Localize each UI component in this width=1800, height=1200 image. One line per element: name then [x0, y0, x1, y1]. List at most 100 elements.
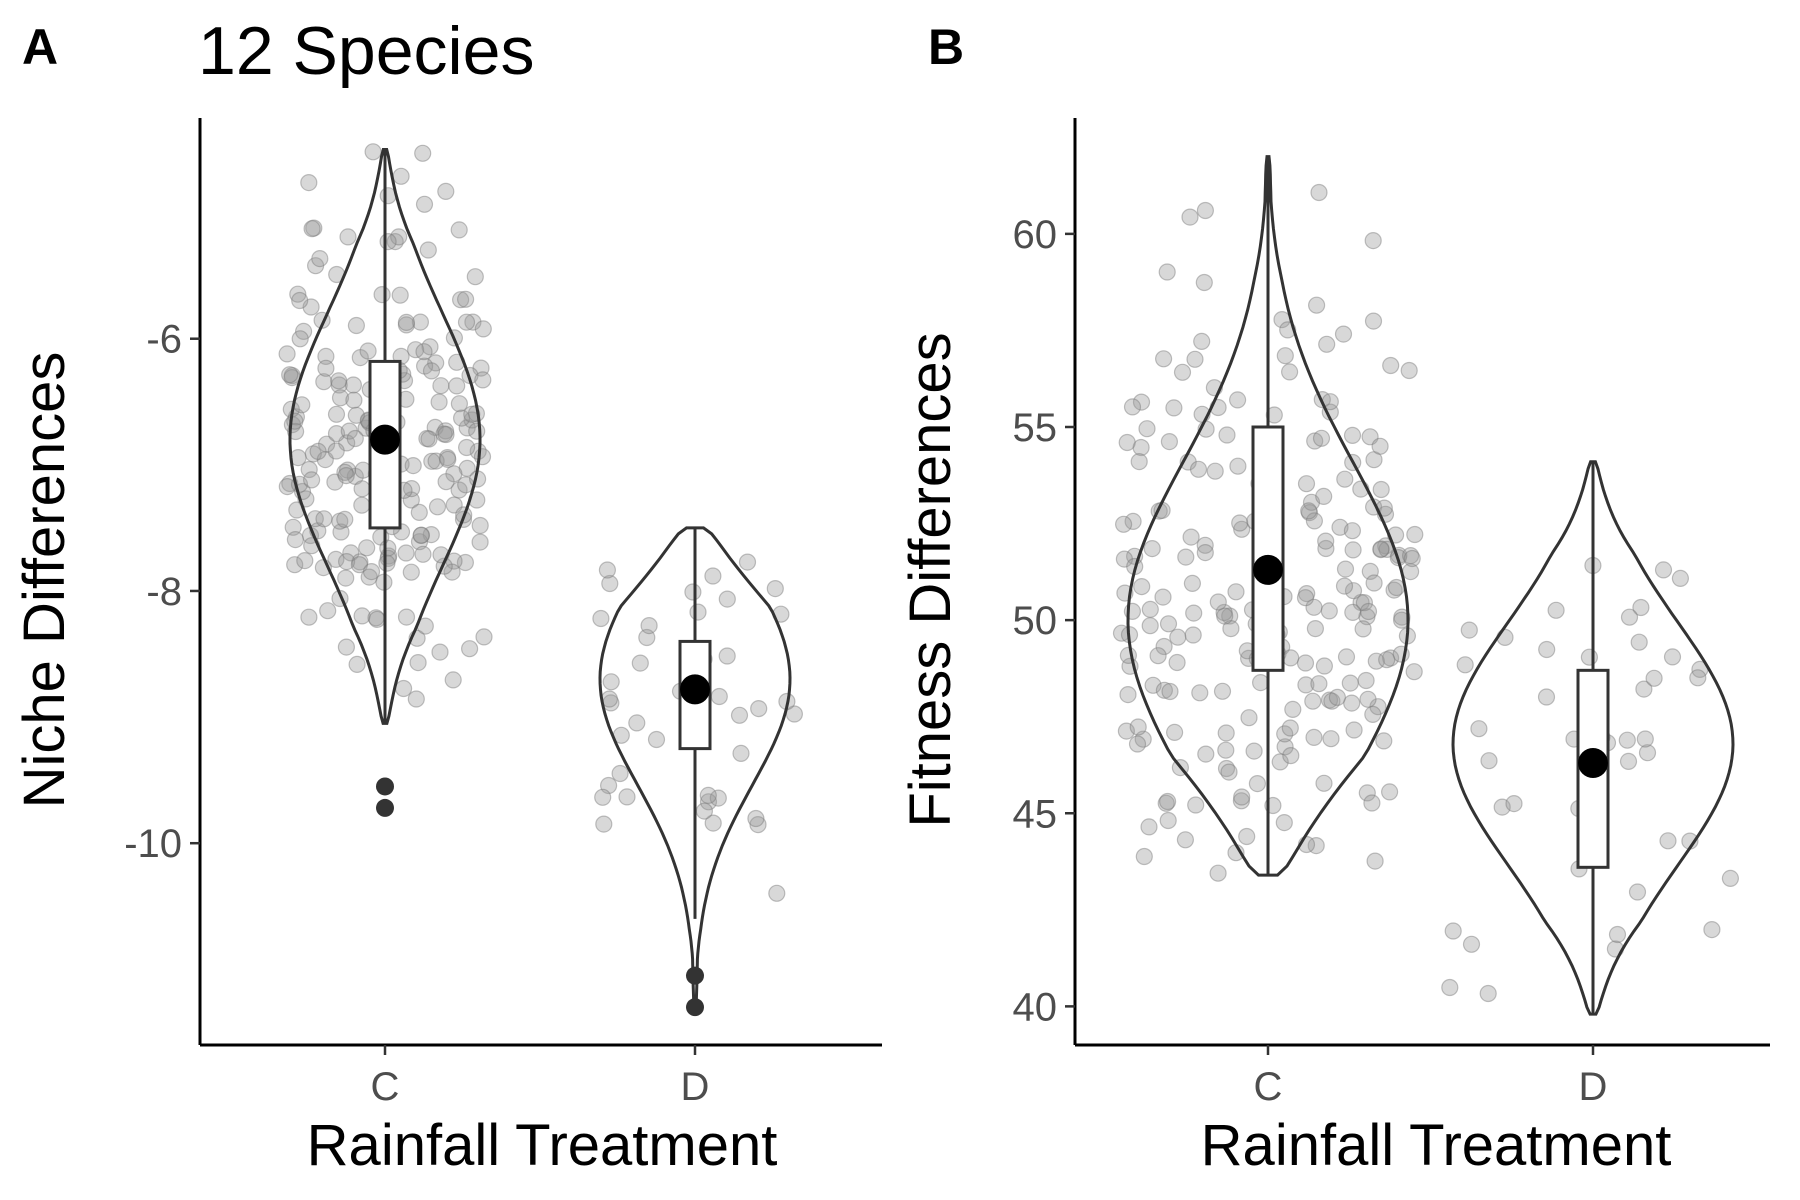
jitter-point	[415, 343, 433, 361]
jitter-point	[1177, 548, 1195, 566]
jitter-point	[1302, 493, 1321, 511]
jitter-point	[1620, 608, 1639, 626]
jitter-point	[1317, 539, 1335, 558]
jitter-point	[303, 220, 321, 238]
jitter-point	[1297, 676, 1315, 694]
jitter-point	[309, 442, 327, 460]
jitter-point	[766, 579, 784, 598]
jitter-point	[326, 473, 344, 491]
jitter-point	[1306, 619, 1325, 638]
jitter-point	[456, 553, 474, 572]
jitter-point	[402, 491, 420, 509]
panel-b-x-axis-title: Rainfall Treatment	[1201, 1113, 1672, 1178]
jitter-point	[402, 563, 420, 581]
jitter-point	[1305, 512, 1324, 530]
jitter-point	[461, 640, 479, 658]
panel-a-label: A	[22, 19, 58, 75]
jitter-point	[1300, 502, 1318, 520]
jitter-point	[444, 671, 462, 689]
jitter-point	[1307, 296, 1326, 314]
jitter-point	[437, 425, 455, 444]
jitter-point	[463, 405, 481, 423]
jitter-point	[1358, 608, 1376, 626]
jitter-point	[1128, 735, 1147, 753]
outlier-point	[376, 798, 394, 817]
jitter-point	[1161, 682, 1179, 701]
jitter-point	[327, 425, 346, 443]
jitter-point	[410, 533, 429, 551]
jitter-point	[631, 654, 649, 672]
y-tick-label: 40	[1013, 985, 1058, 1029]
jitter-point	[457, 313, 476, 331]
jitter-point	[1331, 518, 1349, 536]
jitter-point	[474, 320, 492, 338]
jitter-point	[1369, 698, 1387, 716]
jitter-point	[409, 653, 427, 672]
jitter-point	[346, 429, 364, 448]
outlier-point	[686, 966, 704, 985]
jitter-point	[1320, 602, 1338, 620]
jitter-point	[1133, 577, 1151, 596]
jitter-point	[378, 554, 396, 572]
jitter-point	[1228, 391, 1247, 409]
jitter-point	[422, 525, 440, 544]
jitter-point	[318, 435, 336, 453]
jitter-point	[1505, 794, 1523, 813]
jitter-point	[1169, 628, 1187, 646]
jitter-point	[1182, 528, 1200, 546]
jitter-point	[359, 342, 377, 360]
jitter-point	[1213, 682, 1232, 700]
jitter-point	[601, 574, 619, 593]
jitter-point	[358, 539, 376, 557]
violin-outline-C	[288, 148, 482, 725]
jitter-point	[300, 460, 318, 479]
jitter-point	[419, 241, 437, 259]
x-tick-label: C	[1254, 1065, 1283, 1109]
jitter-point	[418, 429, 436, 448]
jitter-point	[421, 338, 439, 356]
jitter-point	[319, 602, 337, 620]
jitter-point	[350, 556, 368, 574]
jitter-point	[1134, 730, 1152, 748]
jitter-point	[1317, 532, 1335, 550]
jitter-point	[426, 418, 444, 436]
jitter-point	[342, 544, 360, 562]
jitter-point	[1659, 832, 1677, 850]
jitter-point	[704, 814, 722, 832]
jitter-point	[1132, 393, 1151, 411]
jitter-point	[1217, 724, 1235, 742]
jitter-point	[1298, 584, 1316, 603]
jitter-point	[404, 457, 422, 475]
jitter-point	[1628, 883, 1647, 901]
jitter-point	[1381, 649, 1400, 667]
jitter-point	[1493, 798, 1511, 816]
jitter-point	[1282, 649, 1300, 667]
jitter-point	[348, 655, 366, 674]
jitter-point	[453, 409, 471, 427]
jitter-point	[1168, 653, 1186, 672]
jitter-point	[397, 608, 416, 626]
jitter-point	[295, 322, 313, 340]
jitter-point	[373, 286, 391, 304]
jitter-point	[362, 562, 381, 581]
jitter-point	[410, 503, 428, 522]
jitter-point	[445, 496, 463, 514]
jitter-point	[1310, 675, 1328, 693]
jitter-point	[403, 480, 421, 498]
jitter-point	[1306, 432, 1324, 450]
jitter-point	[1315, 657, 1334, 675]
jitter-point	[1354, 620, 1372, 638]
jitter-point	[472, 359, 490, 377]
jitter-point	[1160, 433, 1179, 451]
jitter-point	[1141, 617, 1159, 635]
jitter-point	[1335, 577, 1354, 595]
jitter-point	[1158, 792, 1177, 811]
jitter-point	[1372, 540, 1390, 559]
jitter-point	[437, 473, 455, 491]
jitter-point	[1158, 263, 1176, 281]
jitter-point	[1328, 688, 1347, 707]
jitter-point	[412, 526, 430, 545]
jitter-point	[415, 195, 434, 213]
jitter-point	[339, 461, 357, 479]
jitter-point	[1276, 725, 1294, 743]
